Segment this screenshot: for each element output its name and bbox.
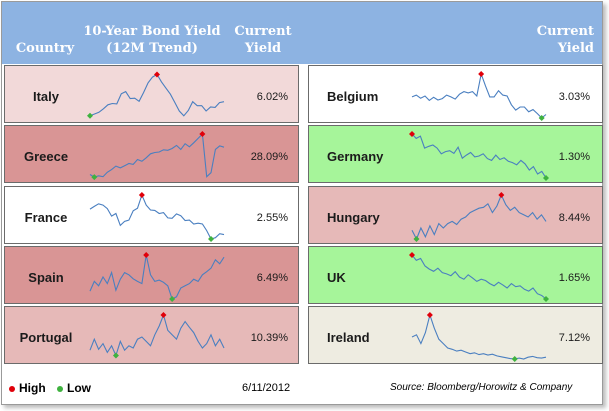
country-row-germany: Germany 1.30% — [308, 125, 603, 183]
low-marker — [91, 174, 98, 181]
current-yield-value: 7.12% — [558, 332, 590, 344]
sparkline — [411, 312, 547, 362]
header-current-yield: Current Yield — [228, 23, 298, 57]
country-name: Belgium — [327, 89, 379, 104]
sparkline — [411, 192, 547, 242]
header-right-current-yield: Current Yield — [530, 23, 594, 57]
legend-low-marker — [57, 386, 63, 392]
country-name: Hungary — [327, 210, 380, 225]
sparkline-path — [89, 193, 225, 240]
as-of-date: 6/11/2012 — [242, 382, 291, 394]
sparkline — [89, 192, 225, 242]
country-name: Spain — [28, 270, 64, 285]
high-marker — [138, 192, 145, 198]
header-right-current-line1: Current — [536, 24, 594, 39]
table-header: Country 10-Year Bond Yield (12M Trend) C… — [2, 2, 602, 64]
sparkline-path — [411, 193, 547, 241]
low-marker — [208, 236, 215, 242]
low-marker — [511, 356, 518, 362]
country-row-belgium: Belgium 3.03% — [308, 65, 603, 123]
sparkline-path — [411, 313, 547, 360]
country-row-uk: UK 1.65% — [308, 246, 603, 304]
high-marker — [160, 312, 167, 318]
high-marker — [199, 131, 206, 137]
sparkline-path — [89, 313, 225, 358]
country-row-hungary: Hungary 8.44% — [308, 186, 603, 244]
header-right-current-line2: Yield — [557, 41, 594, 56]
country-row-spain: Spain 6.49% — [4, 246, 299, 304]
country-name: Portugal — [19, 330, 73, 345]
current-yield-value: 1.65% — [558, 272, 590, 284]
high-marker — [478, 71, 485, 77]
high-marker — [426, 312, 433, 318]
current-yield-value: 6.49% — [256, 272, 288, 284]
current-yield-value: 3.03% — [558, 91, 590, 103]
header-current-line1: Current — [234, 24, 292, 39]
country-row-ireland: Ireland 7.12% — [308, 306, 603, 364]
sparkline-path — [89, 132, 225, 178]
current-yield-value: 1.30% — [558, 151, 590, 163]
header-bond-title-line1: 10-Year Bond Yield — [83, 24, 221, 39]
current-yield-value: 6.02% — [256, 91, 288, 103]
header-current-line2: Yield — [244, 41, 282, 56]
sparkline-path — [411, 133, 547, 179]
current-yield-value: 10.39% — [250, 332, 288, 344]
header-bond-title-line2: (12M Trend) — [106, 41, 198, 56]
current-yield-value: 2.55% — [256, 212, 288, 224]
low-marker — [538, 115, 545, 121]
sparkline — [89, 252, 225, 302]
sparkline — [409, 252, 549, 302]
country-row-portugal: Portugal 10.39% — [4, 306, 299, 364]
high-marker — [154, 71, 160, 78]
sparkline — [87, 71, 225, 119]
legend-low-label: Low — [67, 381, 91, 395]
header-country: Country — [15, 41, 75, 56]
country-name: Italy — [32, 89, 59, 104]
legend-high-label: High — [19, 381, 46, 395]
sparkline-path — [411, 71, 547, 119]
country-name: Greece — [23, 149, 69, 164]
country-row-france: France 2.55% — [4, 186, 299, 244]
table-footer: High Low 6/11/2012 Source: Bloomberg/Hor… — [2, 372, 602, 404]
low-marker — [169, 296, 176, 302]
header-bond-title: 10-Year Bond Yield (12M Trend) — [82, 23, 222, 57]
country-row-greece: Greece 28.09% — [4, 125, 299, 183]
sparkline-path — [89, 73, 225, 117]
sparkline — [89, 131, 225, 181]
sparkline — [409, 131, 549, 181]
high-marker — [409, 252, 415, 258]
high-marker — [498, 192, 505, 198]
country-name: UK — [327, 270, 346, 285]
low-marker — [112, 352, 119, 359]
bond-yield-table: Country 10-Year Bond Yield (12M Trend) C… — [1, 1, 603, 405]
low-marker — [543, 296, 549, 302]
sparkline-path — [89, 254, 225, 300]
sparkline-path — [411, 254, 547, 300]
country-name: Germany — [327, 149, 384, 164]
high-marker — [409, 131, 415, 137]
low-marker — [413, 236, 420, 242]
country-name: Ireland — [327, 330, 370, 345]
low-marker — [87, 112, 93, 119]
sparkline — [411, 71, 547, 121]
legend-high-marker — [9, 386, 15, 392]
sparkline — [89, 312, 225, 359]
country-row-italy: Italy 6.02% — [4, 65, 299, 123]
current-yield-value: 8.44% — [558, 212, 590, 224]
source-note: Source: Bloomberg/Horowitz & Company — [390, 382, 573, 393]
country-name: France — [24, 210, 68, 225]
current-yield-value: 28.09% — [250, 151, 288, 163]
low-marker — [543, 175, 549, 181]
high-marker — [143, 252, 150, 258]
